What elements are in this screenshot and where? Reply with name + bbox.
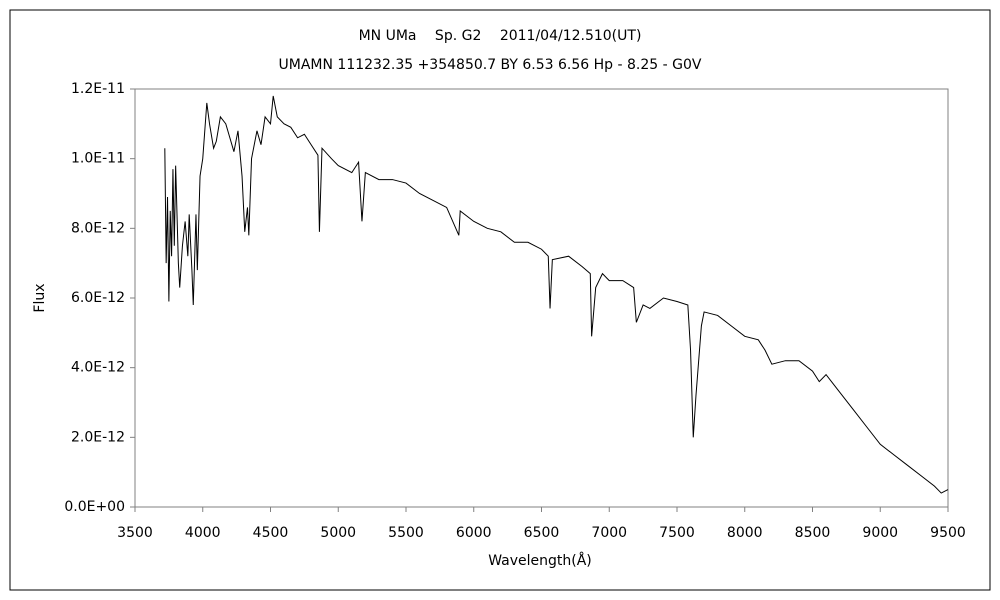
x-tick-label: 7000 [591,525,627,541]
y-tick-label: 8.0E-12 [71,220,125,236]
y-tick-label: 6.0E-12 [71,290,125,306]
y-tick-label: 1.0E-11 [71,151,125,167]
x-tick-label: 3500 [117,525,153,541]
x-tick-label: 6000 [456,525,492,541]
x-tick-label: 5500 [388,525,424,541]
x-tick-label: 4000 [185,525,221,541]
x-tick-label: 6500 [524,525,560,541]
x-tick-label: 4500 [253,525,289,541]
x-tick-label: 8500 [795,525,831,541]
y-tick-label: 0.0E+00 [64,499,125,515]
plot-area [134,88,949,508]
chart-subtitle: UMAMN 111232.35 +354850.7 BY 6.53 6.56 H… [279,57,702,73]
x-tick-label: 8000 [727,525,763,541]
x-tick-label: 5000 [320,525,356,541]
x-tick-label: 7500 [659,525,695,541]
y-tick-label: 4.0E-12 [71,360,125,376]
y-axis-label: Flux [32,283,48,312]
spectrum-line [164,95,949,494]
x-axis-label: Wavelength(Å) [488,552,592,569]
x-tick-label: 9500 [930,525,966,541]
chart-title: MN UMa Sp. G2 2011/04/12.510(UT) [359,28,642,44]
x-tick-label: 9000 [862,525,898,541]
y-tick-label: 1.2E-11 [71,81,125,97]
y-tick-label: 2.0E-12 [71,429,125,445]
